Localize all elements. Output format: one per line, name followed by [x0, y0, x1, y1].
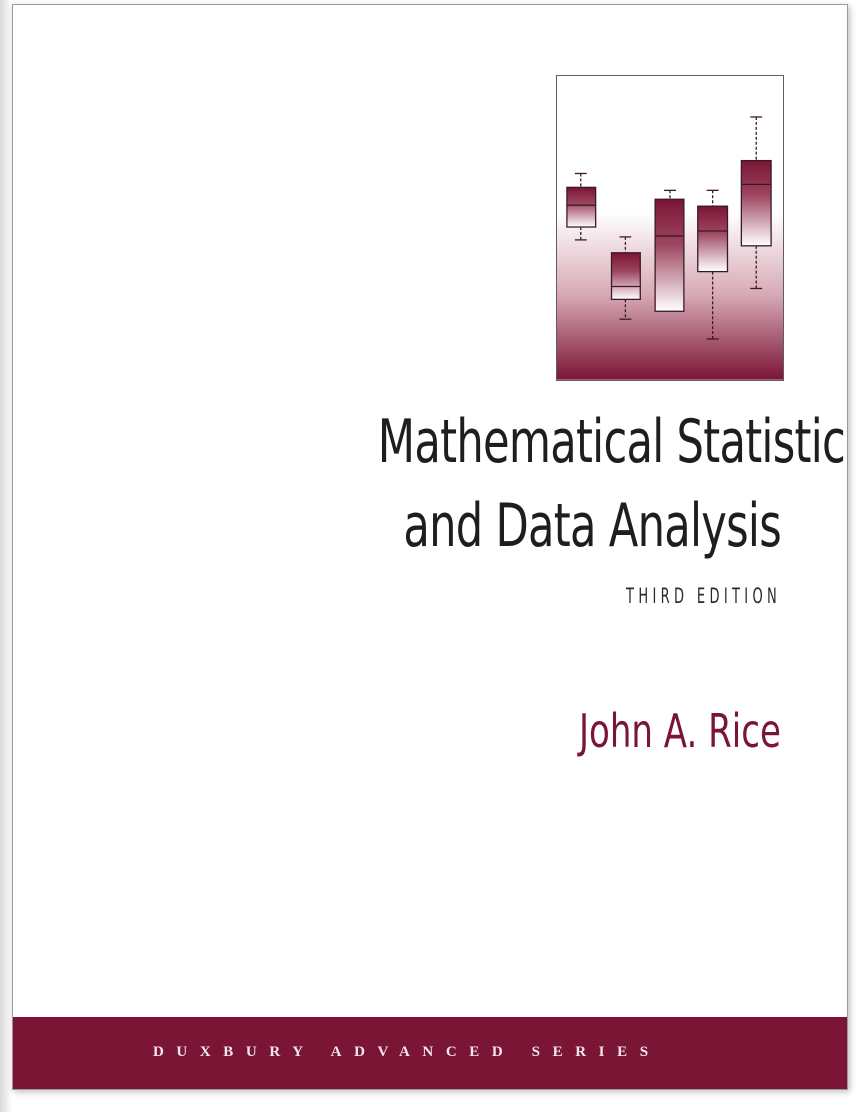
author-name: John A. Rice [579, 704, 781, 758]
series-band: DUXBURY ADVANCED SERIES [13, 1017, 847, 1089]
box-plot-3 [654, 189, 685, 312]
box-plot-4 [697, 189, 729, 340]
title-line-2: and Data Analysis [403, 491, 781, 561]
box-plot-1 [566, 172, 597, 241]
box-plot-5 [740, 116, 772, 290]
box-plot-icon [557, 76, 783, 380]
series-name: DUXBURY ADVANCED SERIES [153, 1044, 661, 1060]
book-title: Mathematical Statistics and Data Analysi… [377, 400, 848, 568]
box-plot-2 [610, 236, 641, 320]
book-cover: Mathematical Statistics and Data Analysi… [12, 4, 848, 1090]
title-line-1: Mathematical Statistics [377, 407, 848, 477]
box-plot-illustration [556, 75, 784, 381]
edition-label: Third Edition [625, 584, 781, 608]
